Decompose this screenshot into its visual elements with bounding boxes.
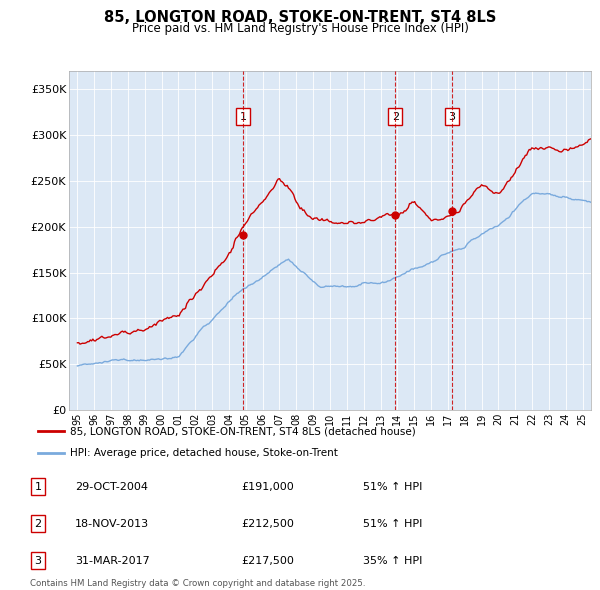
Text: 51% ↑ HPI: 51% ↑ HPI xyxy=(362,481,422,491)
Text: £217,500: £217,500 xyxy=(241,556,294,566)
Text: 85, LONGTON ROAD, STOKE-ON-TRENT, ST4 8LS (detached house): 85, LONGTON ROAD, STOKE-ON-TRENT, ST4 8L… xyxy=(70,427,415,436)
Text: 35% ↑ HPI: 35% ↑ HPI xyxy=(362,556,422,566)
Text: 29-OCT-2004: 29-OCT-2004 xyxy=(75,481,148,491)
Text: Contains HM Land Registry data © Crown copyright and database right 2025.
This d: Contains HM Land Registry data © Crown c… xyxy=(30,579,365,590)
Text: 3: 3 xyxy=(449,112,455,122)
Text: 1: 1 xyxy=(239,112,247,122)
Text: Price paid vs. HM Land Registry's House Price Index (HPI): Price paid vs. HM Land Registry's House … xyxy=(131,22,469,35)
Text: £191,000: £191,000 xyxy=(241,481,294,491)
Text: 3: 3 xyxy=(34,556,41,566)
Text: 51% ↑ HPI: 51% ↑ HPI xyxy=(362,519,422,529)
Text: 85, LONGTON ROAD, STOKE-ON-TRENT, ST4 8LS: 85, LONGTON ROAD, STOKE-ON-TRENT, ST4 8L… xyxy=(104,10,496,25)
Text: £212,500: £212,500 xyxy=(241,519,294,529)
Text: 2: 2 xyxy=(392,112,399,122)
Text: 18-NOV-2013: 18-NOV-2013 xyxy=(75,519,149,529)
Text: 2: 2 xyxy=(34,519,41,529)
Text: 31-MAR-2017: 31-MAR-2017 xyxy=(75,556,149,566)
Text: 1: 1 xyxy=(34,481,41,491)
Text: HPI: Average price, detached house, Stoke-on-Trent: HPI: Average price, detached house, Stok… xyxy=(70,448,337,458)
